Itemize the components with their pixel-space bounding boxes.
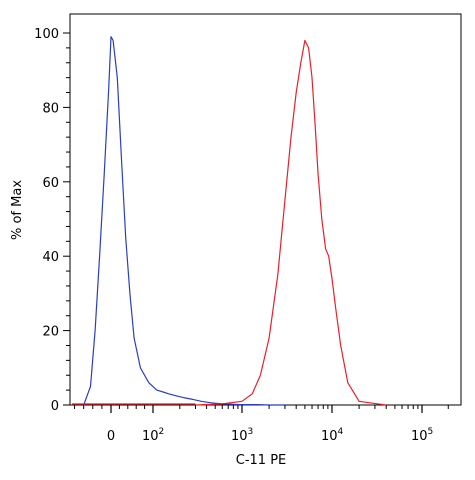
y-axis-label: % of Max xyxy=(10,180,25,240)
y-tick-label: 20 xyxy=(42,325,59,340)
x-tick-label: 105 xyxy=(411,427,433,444)
series-layer xyxy=(72,36,387,406)
y-axis: 0 20 40 60 80 100 xyxy=(34,27,70,414)
y-tick-label: 80 xyxy=(42,101,59,116)
x-tick-label: 102 xyxy=(142,427,164,444)
series-line xyxy=(195,39,387,406)
series-line xyxy=(83,36,285,406)
x-tick-label: 104 xyxy=(321,427,344,444)
y-tick-label: 60 xyxy=(42,176,59,191)
x-axis-label: C-11 PE xyxy=(236,453,287,468)
y-tick-label: 0 xyxy=(51,399,59,414)
y-tick-label: 40 xyxy=(42,250,59,265)
x-axis: 0 102 103 104 105 xyxy=(74,405,449,444)
plot-frame xyxy=(69,13,462,406)
x-tick-label: 0 xyxy=(107,429,115,444)
y-tick-label: 100 xyxy=(34,27,59,42)
x-tick-label: 103 xyxy=(231,427,253,444)
plot-area xyxy=(69,13,462,406)
